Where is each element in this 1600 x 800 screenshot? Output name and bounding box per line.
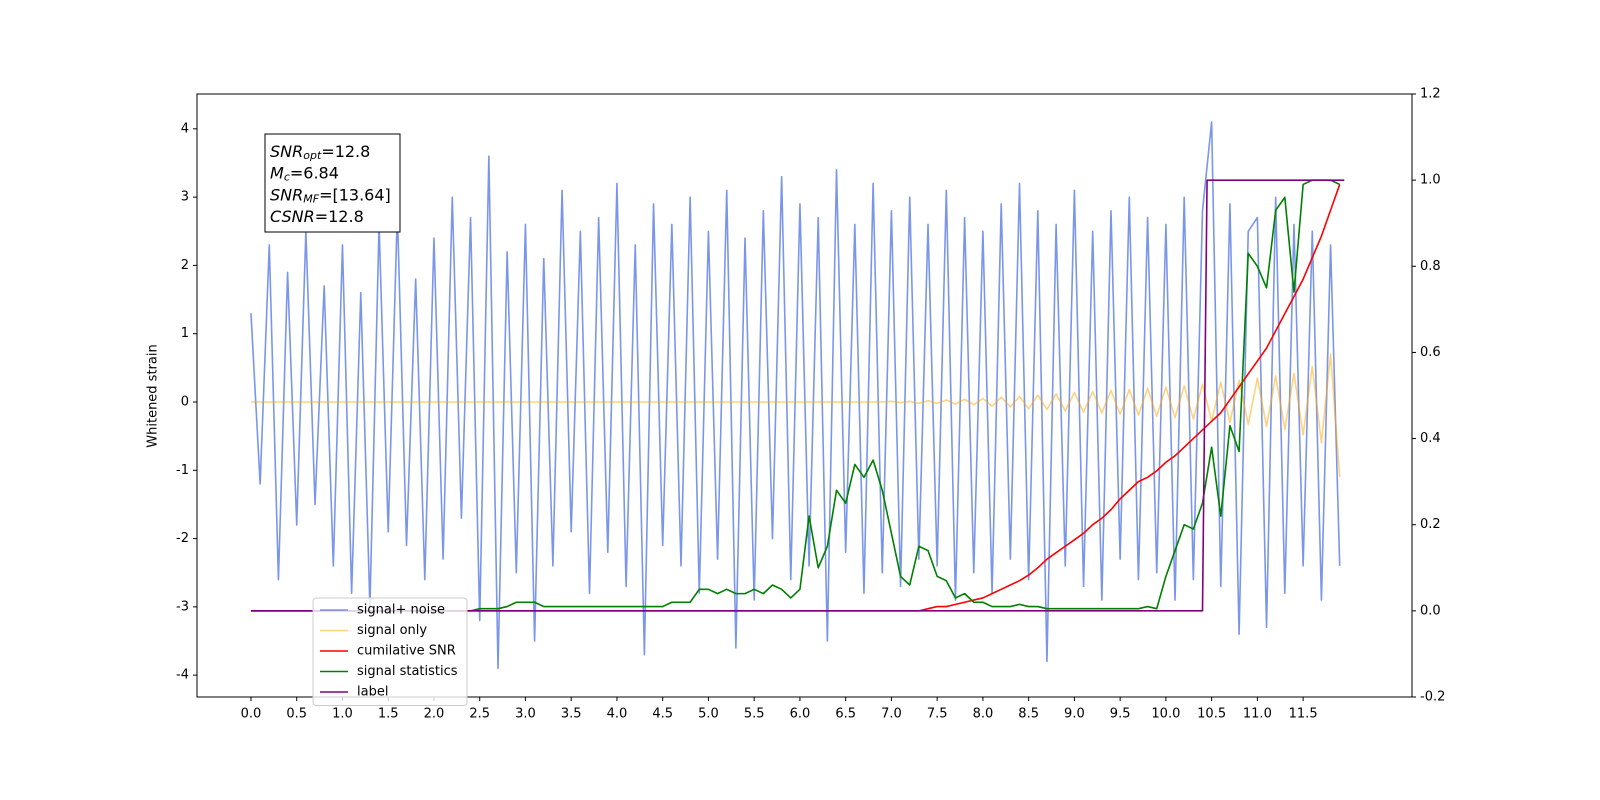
x-tick-label: 9.5 — [1110, 707, 1131, 722]
y-tick-label: 4 — [181, 121, 189, 136]
y2-tick-label: 0.8 — [1420, 259, 1441, 274]
legend-label: signal+ noise — [357, 603, 445, 618]
annotation-text: =12.8 — [315, 207, 364, 226]
y-tick-label: -3 — [176, 599, 189, 614]
annotation-symbol: CSNR — [270, 207, 315, 226]
x-tick-label: 4.5 — [652, 707, 673, 722]
x-tick-label: 10.0 — [1151, 707, 1180, 722]
y-tick-label: -2 — [176, 531, 189, 546]
y2-tick-label: -0.2 — [1420, 690, 1445, 705]
x-tick-label: 8.5 — [1018, 707, 1039, 722]
x-tick-label: 4.0 — [607, 707, 628, 722]
x-tick-label: 3.5 — [561, 707, 582, 722]
x-tick-label: 5.5 — [744, 707, 765, 722]
x-tick-label: 0.0 — [241, 707, 262, 722]
y-tick-label: -4 — [176, 668, 189, 683]
x-tick-label: 9.0 — [1064, 707, 1085, 722]
annotation-line: SNRopt=12.8 — [270, 142, 370, 163]
ticks: 0.0 0.5 1.0 1.5 2.0 2.5 3.0 3.5 4.0 4.5 5.0 5.5 6.0 6… — [176, 87, 1445, 722]
x-tick-label: 5.0 — [698, 707, 719, 722]
legend-frame — [312, 597, 468, 706]
annotation-subscript: opt — [303, 149, 322, 162]
annotation-symbol: M — [270, 163, 284, 182]
y2-tick-label: 0.2 — [1420, 517, 1441, 532]
legend-label: label — [357, 685, 388, 700]
x-tick-label: 7.5 — [927, 707, 948, 722]
x-tick-label: 11.0 — [1243, 707, 1272, 722]
annotation-line: CSNR=12.8 — [270, 207, 364, 226]
series-line — [250, 353, 1341, 478]
annotation-symbol: SNR — [270, 185, 303, 204]
annotation-text: =[13.64] — [319, 185, 391, 204]
y-tick-label: 1 — [181, 326, 189, 341]
annotation-frame — [264, 133, 401, 233]
series-line — [250, 179, 1345, 612]
annotation-text: =12.8 — [321, 142, 370, 161]
x-tick-label: 6.5 — [835, 707, 856, 722]
y2-tick-label: 0.0 — [1420, 603, 1441, 618]
y-tick-label: 2 — [181, 258, 189, 273]
x-tick-label: 3.0 — [515, 707, 536, 722]
legend-label: cumilative SNR — [357, 644, 456, 659]
y-tick-label: -1 — [176, 463, 189, 478]
y2-tick-label: 1.2 — [1420, 87, 1441, 102]
y2-tick-label: 0.6 — [1420, 345, 1441, 360]
x-tick-label: 0.5 — [286, 707, 307, 722]
y2-tick-label: 1.0 — [1420, 173, 1441, 188]
legend-label: signal statistics — [357, 664, 458, 679]
y2-tick-label: 0.4 — [1420, 431, 1441, 446]
x-tick-label: 8.0 — [973, 707, 994, 722]
x-tick-label: 6.0 — [790, 707, 811, 722]
x-tick-label: 10.5 — [1197, 707, 1226, 722]
x-tick-label: 1.5 — [378, 707, 399, 722]
annotation-line: SNRMF=[13.64] — [270, 185, 391, 206]
y-axis-label: Whitened strain — [146, 344, 161, 447]
legend: signal+ noise signal only cumilative SNR si… — [312, 597, 468, 706]
annotation-subscript: c — [284, 171, 290, 184]
y-tick-label: 0 — [181, 394, 189, 409]
series-line — [250, 121, 1341, 670]
x-tick-label: 1.0 — [332, 707, 353, 722]
annotation-symbol: SNR — [270, 142, 303, 161]
axes-frame — [196, 93, 1413, 698]
x-tick-label: 7.0 — [881, 707, 902, 722]
x-tick-label: 2.5 — [469, 707, 490, 722]
annotation-subscript: MF — [303, 192, 319, 205]
annotation-text: =6.84 — [290, 163, 339, 182]
y-tick-label: 3 — [181, 190, 189, 205]
annotation-line: Mc=6.84 — [270, 163, 339, 184]
x-tick-label: 2.0 — [424, 707, 445, 722]
x-tick-label: 11.5 — [1289, 707, 1318, 722]
legend-label: signal only — [357, 623, 427, 638]
